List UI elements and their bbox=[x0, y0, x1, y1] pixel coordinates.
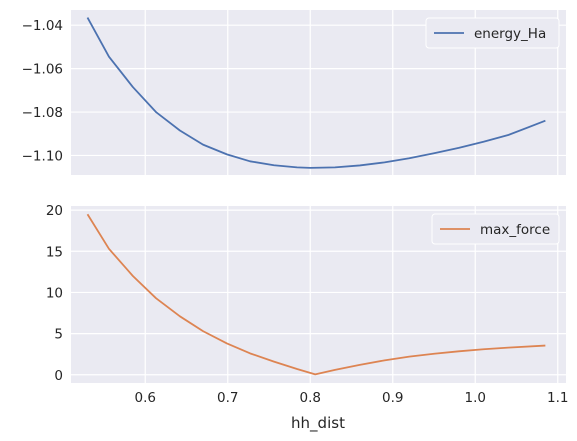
force-panel: 0 5 10 15 20 0.6 0.7 0.8 0.9 1.0 1.1 max_force bbox=[46, 203, 569, 406]
force-legend-frame bbox=[431, 213, 560, 245]
energy-series-line bbox=[86, 17, 546, 169]
energy-series bbox=[86, 17, 546, 169]
energy-y-tick-label: −1.08 bbox=[22, 105, 63, 121]
force-legend: max_force bbox=[431, 213, 560, 245]
force-x-tick-label: 0.9 bbox=[382, 390, 403, 406]
force-x-tick-label: 0.7 bbox=[217, 390, 238, 406]
force-series-line bbox=[86, 213, 546, 376]
force-y-axis: 0 5 10 15 20 bbox=[46, 203, 63, 384]
energy-y-tick-label: −1.06 bbox=[22, 62, 63, 78]
energy-y-tick-label: −1.04 bbox=[22, 18, 63, 34]
force-series bbox=[86, 213, 546, 376]
x-axis-label: hh_dist bbox=[291, 414, 345, 433]
energy-legend-frame bbox=[425, 17, 560, 49]
force-y-tick-label: 5 bbox=[54, 327, 63, 343]
energy-panel: −1.04 −1.06 −1.08 −1.10 energy_Ha bbox=[22, 10, 566, 175]
energy-y-tick-label: −1.10 bbox=[22, 148, 63, 164]
force-y-tick-label: 20 bbox=[46, 203, 63, 219]
force-x-tick-label: 1.1 bbox=[547, 390, 568, 406]
energy-legend: energy_Ha bbox=[425, 17, 560, 49]
force-x-tick-label: 1.0 bbox=[465, 390, 486, 406]
force-y-tick-label: 15 bbox=[46, 244, 63, 260]
force-y-tick-label: 10 bbox=[46, 285, 63, 301]
force-legend-label: max_force bbox=[480, 222, 550, 238]
force-x-tick-label: 0.6 bbox=[135, 390, 156, 406]
force-y-tick-label: 0 bbox=[54, 368, 63, 384]
force-x-axis: 0.6 0.7 0.8 0.9 1.0 1.1 bbox=[135, 390, 569, 406]
force-x-tick-label: 0.8 bbox=[300, 390, 321, 406]
energy-legend-label: energy_Ha bbox=[474, 26, 546, 42]
energy-y-axis: −1.04 −1.06 −1.08 −1.10 bbox=[22, 18, 63, 164]
